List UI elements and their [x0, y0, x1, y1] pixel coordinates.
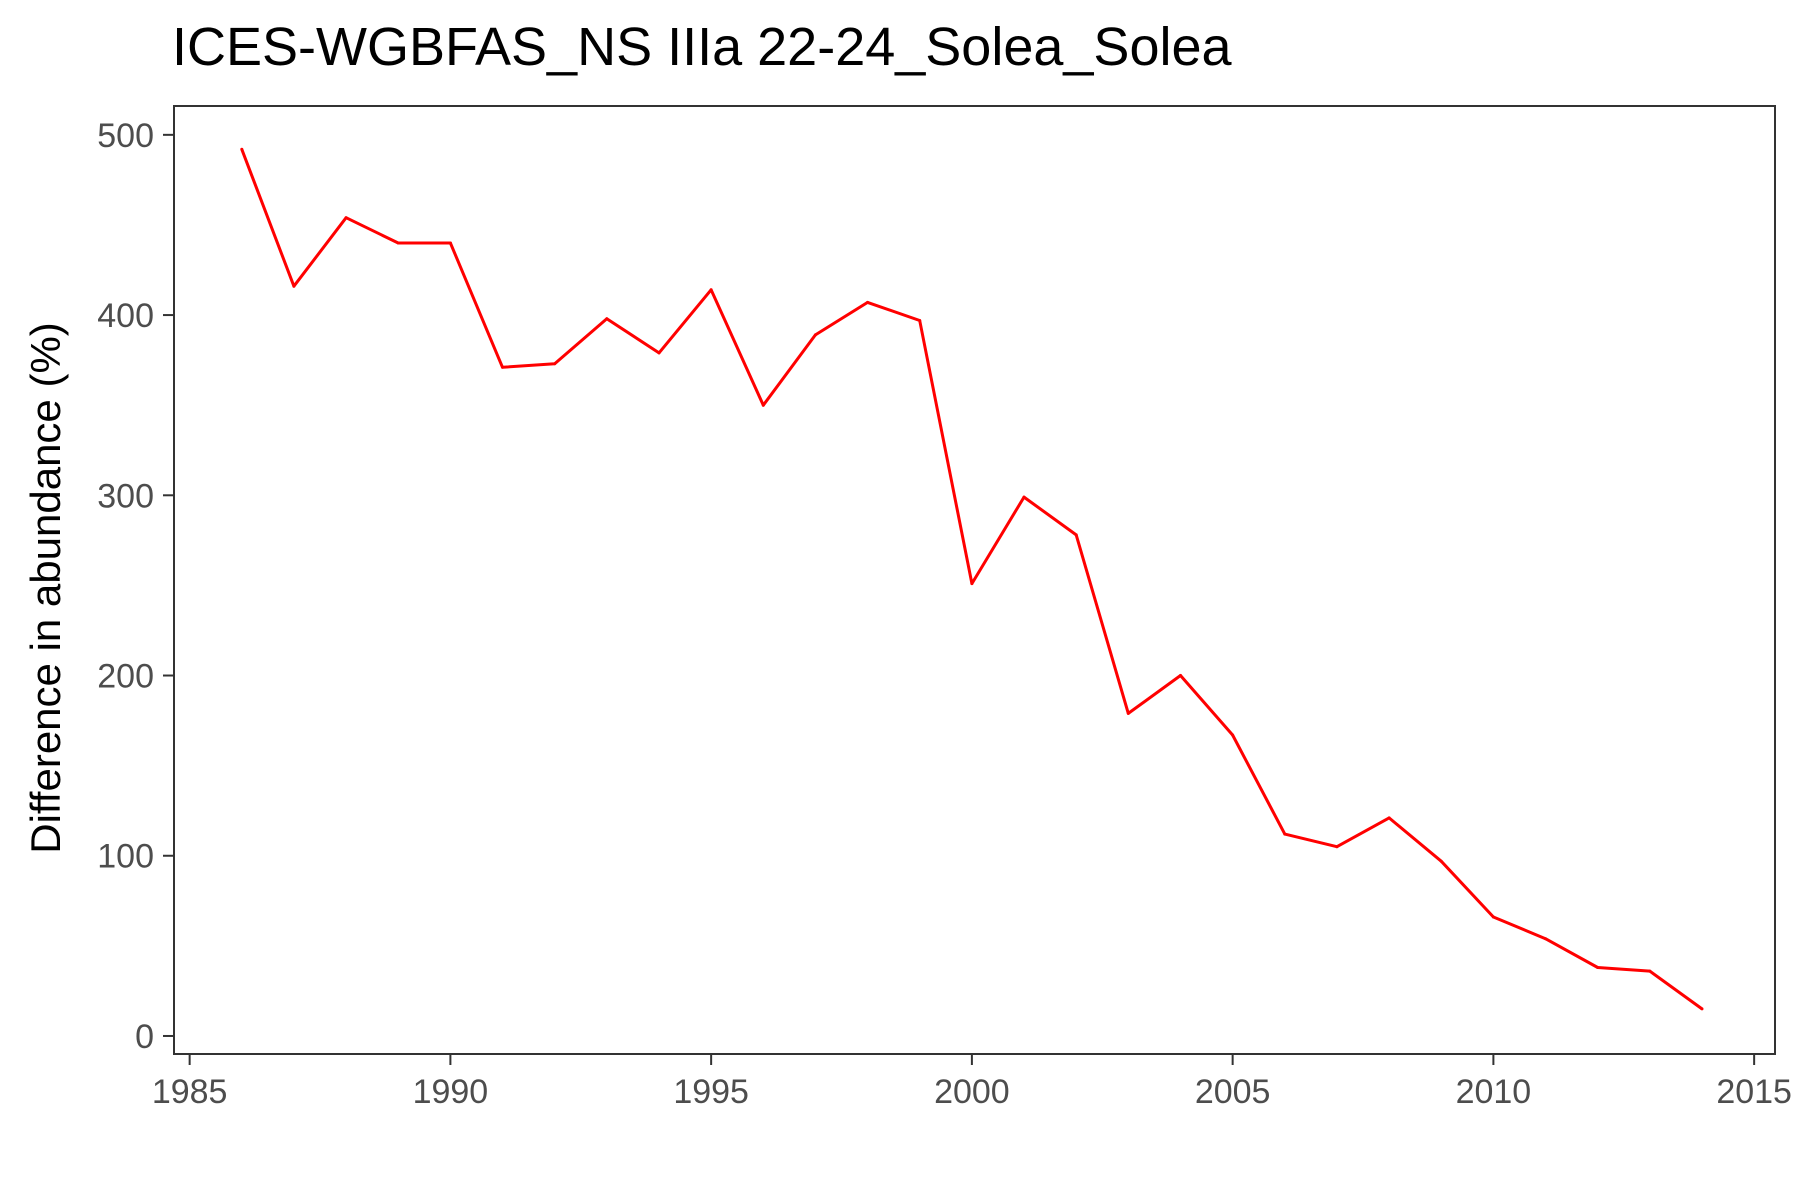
data-point: [709, 288, 713, 292]
data-point: [292, 284, 296, 288]
y-tick-label: 200: [97, 658, 154, 696]
data-point: [1179, 674, 1182, 677]
data-point: [866, 300, 870, 304]
x-tick-label: 1985: [152, 1073, 228, 1111]
x-axis: 1985 1990 1995 2000 2005 2010 2015: [152, 1054, 1792, 1111]
data-point: [1439, 859, 1443, 863]
y-axis: 0 100 200 300 400 500: [97, 117, 174, 1056]
data-point: [396, 241, 400, 245]
data-point: [918, 319, 922, 322]
x-tick-label: 2000: [934, 1073, 1010, 1111]
data-point: [1231, 733, 1235, 737]
y-tick-label: 100: [97, 838, 154, 876]
x-tick-label: 1990: [413, 1073, 489, 1111]
series-layer: [240, 147, 1704, 1011]
data-point: [1544, 937, 1547, 941]
data-point: [1700, 1007, 1704, 1011]
data-point: [501, 365, 504, 369]
data-point: [1648, 969, 1652, 973]
y-tick-label: 0: [135, 1018, 154, 1056]
data-point: [1022, 495, 1026, 499]
x-tick-label: 1995: [673, 1073, 749, 1111]
x-tick-label: 2005: [1195, 1073, 1271, 1111]
plot-panel: [173, 105, 1776, 1055]
x-tick-label: 2010: [1456, 1073, 1532, 1111]
data-point: [1335, 845, 1339, 849]
y-tick-label: 500: [97, 117, 154, 155]
data-point: [240, 147, 244, 151]
data-point: [1491, 915, 1495, 919]
data-point: [1283, 832, 1287, 836]
data-point: [1596, 966, 1600, 969]
data-point: [448, 241, 452, 245]
data-point: [970, 582, 974, 586]
series-line: [240, 148, 1703, 1011]
chart-title: ICES-WGBFAS_NS IIIa 22-24_Solea_Solea: [172, 17, 1233, 77]
data-point: [344, 216, 348, 220]
x-tick-label: 2015: [1716, 1073, 1792, 1111]
data-point: [657, 351, 661, 355]
y-tick-label: 400: [97, 297, 154, 335]
data-point: [605, 317, 609, 321]
y-tick-label: 300: [97, 477, 154, 515]
y-axis-label: Difference in abundance (%): [22, 322, 69, 854]
data-point: [553, 362, 557, 366]
data-point: [1074, 533, 1078, 537]
data-point: [761, 403, 765, 407]
data-point: [813, 333, 817, 337]
data-point: [1126, 711, 1130, 715]
data-point: [1387, 816, 1391, 820]
